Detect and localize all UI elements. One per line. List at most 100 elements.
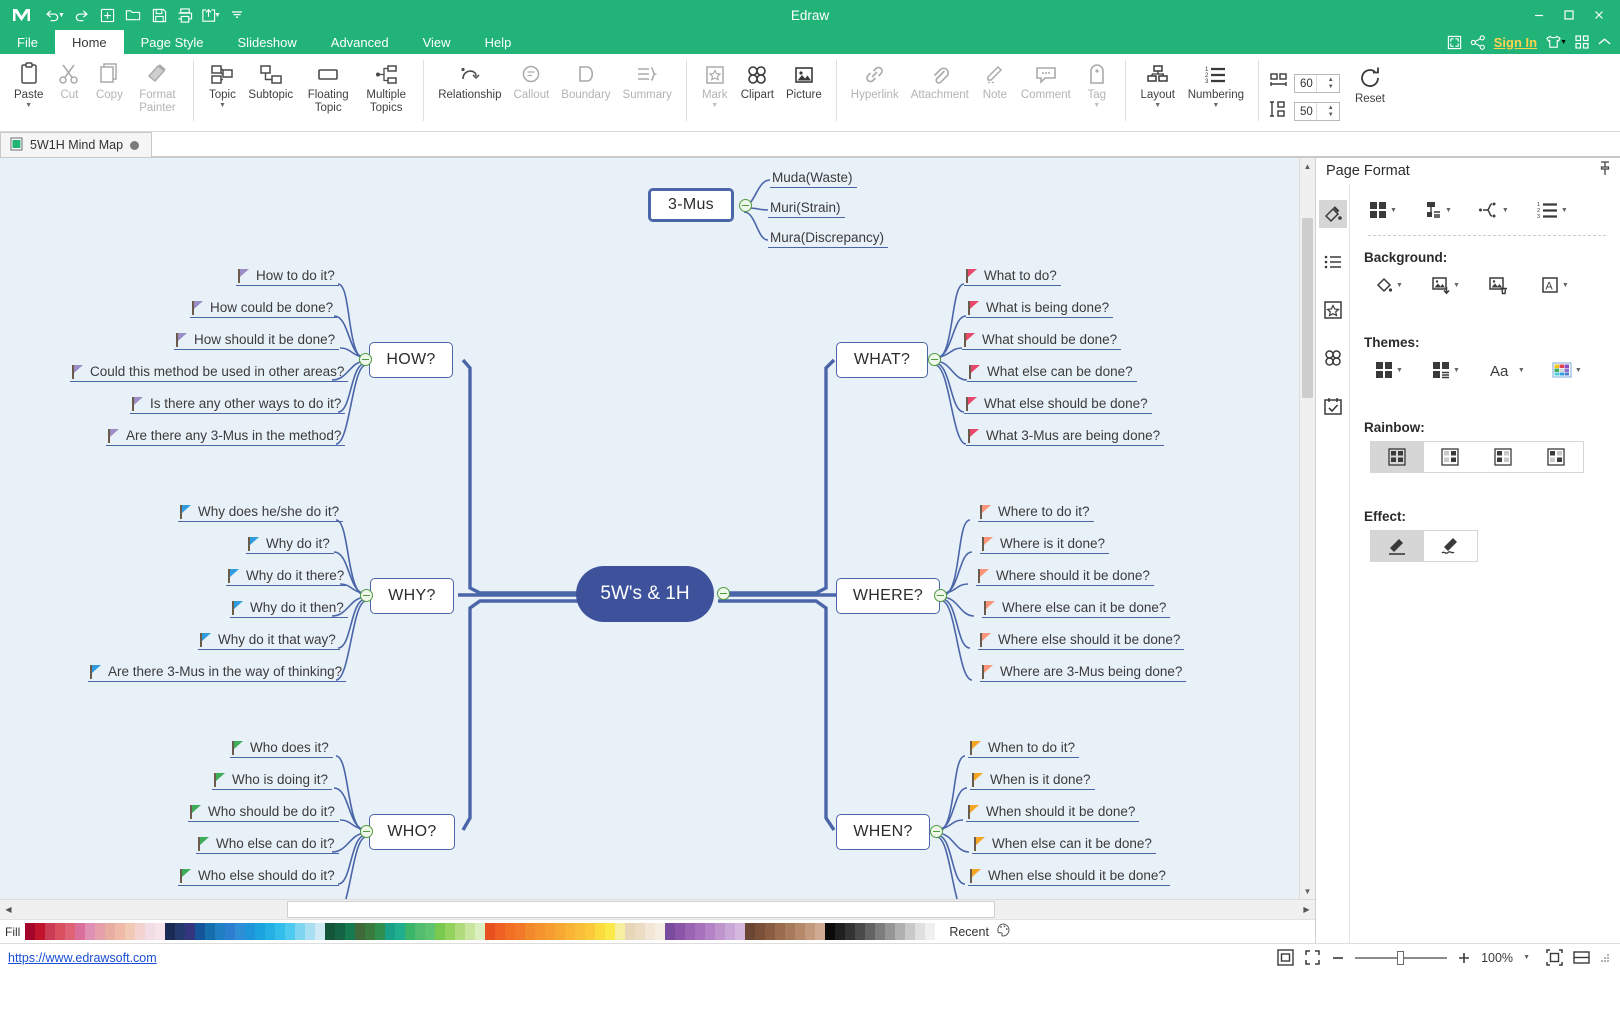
collapse-toggle-what[interactable] xyxy=(928,353,941,366)
color-swatch[interactable] xyxy=(35,923,46,940)
task-tool[interactable] xyxy=(1319,392,1347,420)
leaf-when-4[interactable]: When else can it be done? xyxy=(972,836,1156,854)
tag-button[interactable]: Tag ▼ xyxy=(1077,58,1117,109)
color-swatch[interactable] xyxy=(755,923,766,940)
theme-layout-button[interactable]: ▼ xyxy=(1427,356,1464,384)
color-swatch[interactable] xyxy=(725,923,736,940)
zoom-slider[interactable] xyxy=(1355,950,1448,965)
color-swatch[interactable] xyxy=(175,923,186,940)
pin-icon[interactable] xyxy=(1598,161,1612,181)
menu-item-advanced[interactable]: Advanced xyxy=(330,34,389,50)
print-button[interactable] xyxy=(172,3,198,27)
leaf-why-5[interactable]: Why do it that way? xyxy=(198,632,340,650)
picture-button[interactable]: Picture xyxy=(780,58,828,102)
rainbow-option-1[interactable] xyxy=(1371,442,1424,472)
leaf-why-4[interactable]: Why do it then? xyxy=(230,600,348,618)
fit-width-icon[interactable] xyxy=(1573,949,1590,966)
horizontal-spacing-input[interactable]: 60 ▲ ▼ xyxy=(1293,74,1340,93)
leaf-muda[interactable]: Muda(Waste) xyxy=(770,170,857,188)
color-swatch[interactable] xyxy=(595,923,606,940)
leaf-where-4[interactable]: Where else can it be done? xyxy=(982,600,1171,618)
spinner-arrows[interactable]: ▲ ▼ xyxy=(1316,103,1339,120)
color-swatch[interactable] xyxy=(85,923,96,940)
color-swatch[interactable] xyxy=(385,923,396,940)
leaf-what-4[interactable]: What else can be done? xyxy=(967,364,1137,382)
list-tool[interactable] xyxy=(1319,248,1347,276)
color-swatch[interactable] xyxy=(555,923,566,940)
leaf-why-2[interactable]: Why do it? xyxy=(246,536,334,554)
color-swatch[interactable] xyxy=(565,923,576,940)
color-swatch[interactable] xyxy=(425,923,436,940)
leaf-why-6[interactable]: Are there 3-Mus in the way of thinking? xyxy=(88,664,347,682)
color-swatch[interactable] xyxy=(645,923,656,940)
customize-qat-button[interactable] xyxy=(224,3,250,27)
collapse-toggle-central[interactable] xyxy=(717,587,730,600)
clipart-button[interactable]: Clipart xyxy=(735,58,780,102)
color-swatch[interactable] xyxy=(635,923,646,940)
color-swatch[interactable] xyxy=(885,923,896,940)
color-swatch[interactable] xyxy=(605,923,616,940)
color-swatch[interactable] xyxy=(115,923,126,940)
collapse-toggle-how[interactable] xyxy=(359,353,372,366)
fit-page-icon[interactable] xyxy=(1277,949,1294,966)
color-swatch[interactable] xyxy=(495,923,506,940)
color-swatch[interactable] xyxy=(235,923,246,940)
zoom-thumb[interactable] xyxy=(1397,950,1405,965)
zoom-percent[interactable]: 100% xyxy=(1481,950,1514,965)
menu-item-home[interactable]: Home xyxy=(54,30,124,54)
leaf-who-2[interactable]: Who is doing it? xyxy=(212,772,333,790)
leaf-how-3[interactable]: How should it be done? xyxy=(174,332,340,350)
comment-button[interactable]: Comment xyxy=(1015,58,1077,102)
relationship-button[interactable]: Relationship xyxy=(432,58,507,102)
close-button[interactable] xyxy=(1584,0,1614,30)
color-swatch[interactable] xyxy=(525,923,536,940)
copy-button[interactable]: Copy xyxy=(89,58,129,102)
color-swatch[interactable] xyxy=(445,923,456,940)
note-button[interactable]: Note xyxy=(975,58,1015,102)
new-button[interactable] xyxy=(94,3,120,27)
leaf-who-5[interactable]: Who else should do it? xyxy=(178,868,339,886)
paste-button[interactable]: Paste ▼ xyxy=(8,58,49,109)
color-swatch[interactable] xyxy=(475,923,486,940)
color-swatch[interactable] xyxy=(95,923,106,940)
color-swatch[interactable] xyxy=(245,923,256,940)
spinner-arrows[interactable]: ▲ ▼ xyxy=(1316,75,1339,92)
color-swatch[interactable] xyxy=(845,923,856,940)
collapse-toggle-when[interactable] xyxy=(930,825,943,838)
rainbow-option-3[interactable] xyxy=(1477,442,1530,472)
color-swatch[interactable] xyxy=(195,923,206,940)
color-swatch[interactable] xyxy=(265,923,276,940)
color-swatch[interactable] xyxy=(895,923,906,940)
layout-button[interactable]: Layout ▼ xyxy=(1134,58,1182,109)
leaf-when-1[interactable]: When to do it? xyxy=(968,740,1080,758)
fill-style-tool[interactable] xyxy=(1318,200,1347,228)
color-swatch[interactable] xyxy=(225,923,236,940)
leaf-what-5[interactable]: What else should be done? xyxy=(964,396,1152,414)
color-swatch[interactable] xyxy=(305,923,316,940)
color-swatch[interactable] xyxy=(795,923,806,940)
color-swatch[interactable] xyxy=(585,923,596,940)
color-swatches[interactable] xyxy=(25,923,936,940)
scroll-down-button[interactable]: ▼ xyxy=(1300,883,1315,899)
color-swatch[interactable] xyxy=(655,923,666,940)
vertical-spacing-input[interactable]: 50 ▲ ▼ xyxy=(1293,102,1340,121)
color-swatch[interactable] xyxy=(735,923,746,940)
color-swatch[interactable] xyxy=(775,923,786,940)
color-swatch[interactable] xyxy=(325,923,336,940)
presentation-icon[interactable] xyxy=(1447,35,1462,50)
color-swatch[interactable] xyxy=(465,923,476,940)
color-swatch[interactable] xyxy=(25,923,36,940)
zoom-in-button[interactable] xyxy=(1457,951,1471,965)
scroll-right-button[interactable]: ▶ xyxy=(1303,905,1310,914)
color-swatch[interactable] xyxy=(155,923,166,940)
color-swatch[interactable] xyxy=(395,923,406,940)
color-swatch[interactable] xyxy=(545,923,556,940)
leaf-how-5[interactable]: Is there any other ways to do it? xyxy=(130,396,346,414)
minimize-button[interactable] xyxy=(1524,0,1554,30)
node-who[interactable]: WHO? xyxy=(369,814,455,850)
callout-button[interactable]: Callout xyxy=(507,58,555,102)
recent-colors-button[interactable]: Recent xyxy=(949,923,1010,940)
color-swatch[interactable] xyxy=(165,923,176,940)
vertical-scroll-thumb[interactable] xyxy=(1302,218,1313,398)
